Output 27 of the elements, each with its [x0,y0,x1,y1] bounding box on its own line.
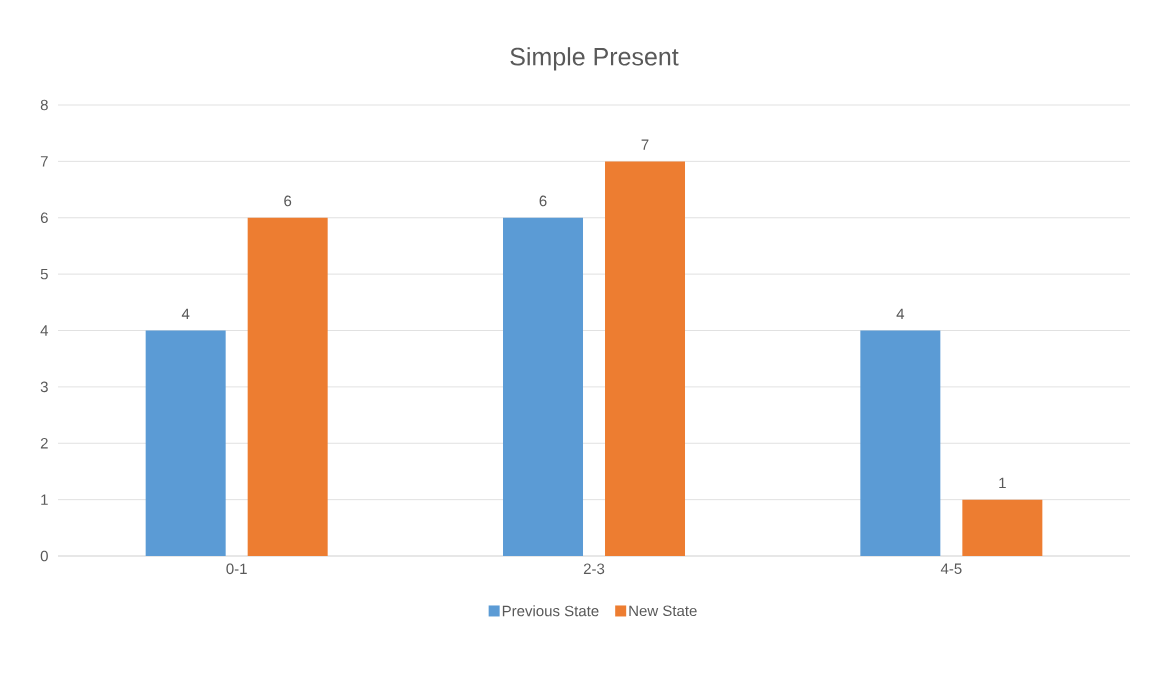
bar [962,499,1043,556]
y-tick-label: 3 [40,381,48,393]
x-tick-label: 2-3 [583,563,605,575]
legend-label: New State [629,605,697,617]
data-label: 4 [181,308,190,319]
y-tick-label: 7 [40,156,48,167]
data-label: 6 [539,195,547,207]
bar [145,330,226,556]
y-tick-label: 4 [40,325,49,336]
y-tick-label: 5 [40,268,48,280]
data-label: 7 [641,139,649,150]
y-tick-label: 8 [40,99,48,111]
bar [860,330,941,556]
legend-label: Previous State [502,605,599,617]
data-label: 6 [284,195,292,207]
bar [247,217,328,556]
bar [605,161,686,556]
data-label: 4 [896,308,905,319]
x-tick-label: 4-5 [940,563,962,574]
y-tick-label: 1 [41,494,48,505]
y-tick-label: 0 [40,550,48,562]
x-tick-label: 0-1 [226,563,247,575]
y-tick-label: 6 [40,212,48,224]
chart-title: Simple Present [510,47,679,71]
bar [503,217,584,556]
data-label: 1 [999,477,1006,489]
y-tick-label: 2 [40,438,48,449]
